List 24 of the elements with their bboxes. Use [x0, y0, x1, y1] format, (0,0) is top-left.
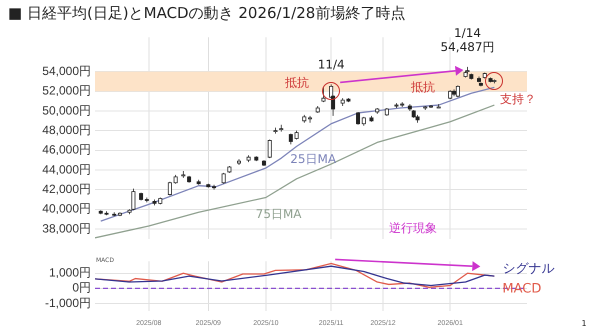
series-label: シグナル [502, 262, 554, 277]
y-tick-label: 44,000円 [42, 162, 91, 176]
annotation: 1/14 54,487円 [440, 26, 494, 54]
annotation: 逆行現象 [388, 220, 437, 235]
series-label: 25日MA [290, 152, 337, 166]
series-label: 75日MA [256, 206, 302, 221]
y-tick-label: 48,000円 [42, 122, 91, 137]
series-label: MACD [502, 282, 542, 297]
y-tick-label: 46,000円 [42, 142, 91, 157]
text: 1 [581, 319, 587, 328]
annotation: 抵抗 [284, 75, 310, 90]
y-tick-label: -1,000円 [44, 296, 91, 310]
chart-title: ■ 日経平均(日足)とMACDの動き 2026/1/28前場終了時点 [8, 4, 406, 23]
annotation: 抵抗 [410, 80, 435, 94]
y-tick-label: 42,000円 [42, 182, 91, 196]
y-tick-label: 38,000円 [42, 221, 91, 236]
annotation: 11/4 [318, 58, 345, 72]
y-tick-label: 50,000円 [42, 103, 91, 118]
y-tick-label: 52,000円 [42, 84, 91, 98]
annotation: 支持？ [500, 92, 536, 106]
y-tick-label: 0円 [72, 280, 91, 295]
y-tick-label: 40,000円 [42, 202, 91, 216]
y-tick-label: 1,000円 [48, 266, 91, 280]
y-tick-label: 54,000円 [42, 64, 91, 78]
